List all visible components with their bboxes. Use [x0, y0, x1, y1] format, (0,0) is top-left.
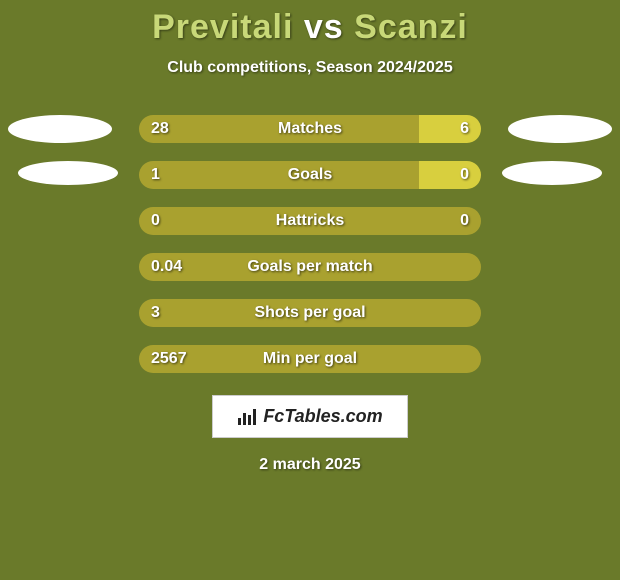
vs-text: vs: [304, 8, 344, 46]
stat-label: Shots per goal: [254, 304, 365, 322]
stats-area: Matches 28 6 Goals 1 0 Hattricks 0 0 Goals per ma…: [0, 115, 620, 373]
comparison-card: Previtali vs Scanzi Club competitions, S…: [0, 0, 620, 580]
bars-icon: [237, 408, 257, 426]
stat-label: Matches: [278, 120, 342, 138]
stat-row: Min per goal 2567: [0, 345, 620, 373]
stat-label: Goals per match: [247, 258, 372, 276]
subtitle: Club competitions, Season 2024/2025: [167, 59, 452, 77]
player1-name: Previtali: [152, 8, 293, 46]
stat-value-left: 2567: [151, 350, 187, 368]
stat-row: Goals 1 0: [0, 161, 620, 189]
stat-bar: Matches 28 6: [139, 115, 481, 143]
stat-label: Goals: [288, 166, 332, 184]
stat-bar: Shots per goal 3: [139, 299, 481, 327]
bar-right: [419, 115, 481, 143]
stat-label: Min per goal: [263, 350, 357, 368]
bar-left: [139, 161, 419, 189]
stat-row: Matches 28 6: [0, 115, 620, 143]
stat-value-right: 0: [460, 166, 469, 184]
stat-value-right: 6: [460, 120, 469, 138]
brand-text: FcTables.com: [263, 406, 382, 427]
stat-bar: Hattricks 0 0: [139, 207, 481, 235]
stat-value-left: 0: [151, 212, 160, 230]
stat-value-right: 0: [460, 212, 469, 230]
bar-right: [419, 161, 481, 189]
stat-bar: Goals per match 0.04: [139, 253, 481, 281]
stat-row: Goals per match 0.04: [0, 253, 620, 281]
stat-bar: Goals 1 0: [139, 161, 481, 189]
stat-label: Hattricks: [276, 212, 344, 230]
stat-value-left: 28: [151, 120, 169, 138]
stat-value-left: 0.04: [151, 258, 182, 276]
page-title: Previtali vs Scanzi: [152, 8, 468, 47]
stat-value-left: 1: [151, 166, 160, 184]
player2-name: Scanzi: [354, 8, 468, 46]
brand-box[interactable]: FcTables.com: [212, 395, 407, 438]
stat-value-left: 3: [151, 304, 160, 322]
stat-bar: Min per goal 2567: [139, 345, 481, 373]
stat-row: Shots per goal 3: [0, 299, 620, 327]
stat-row: Hattricks 0 0: [0, 207, 620, 235]
date-text: 2 march 2025: [259, 456, 360, 474]
